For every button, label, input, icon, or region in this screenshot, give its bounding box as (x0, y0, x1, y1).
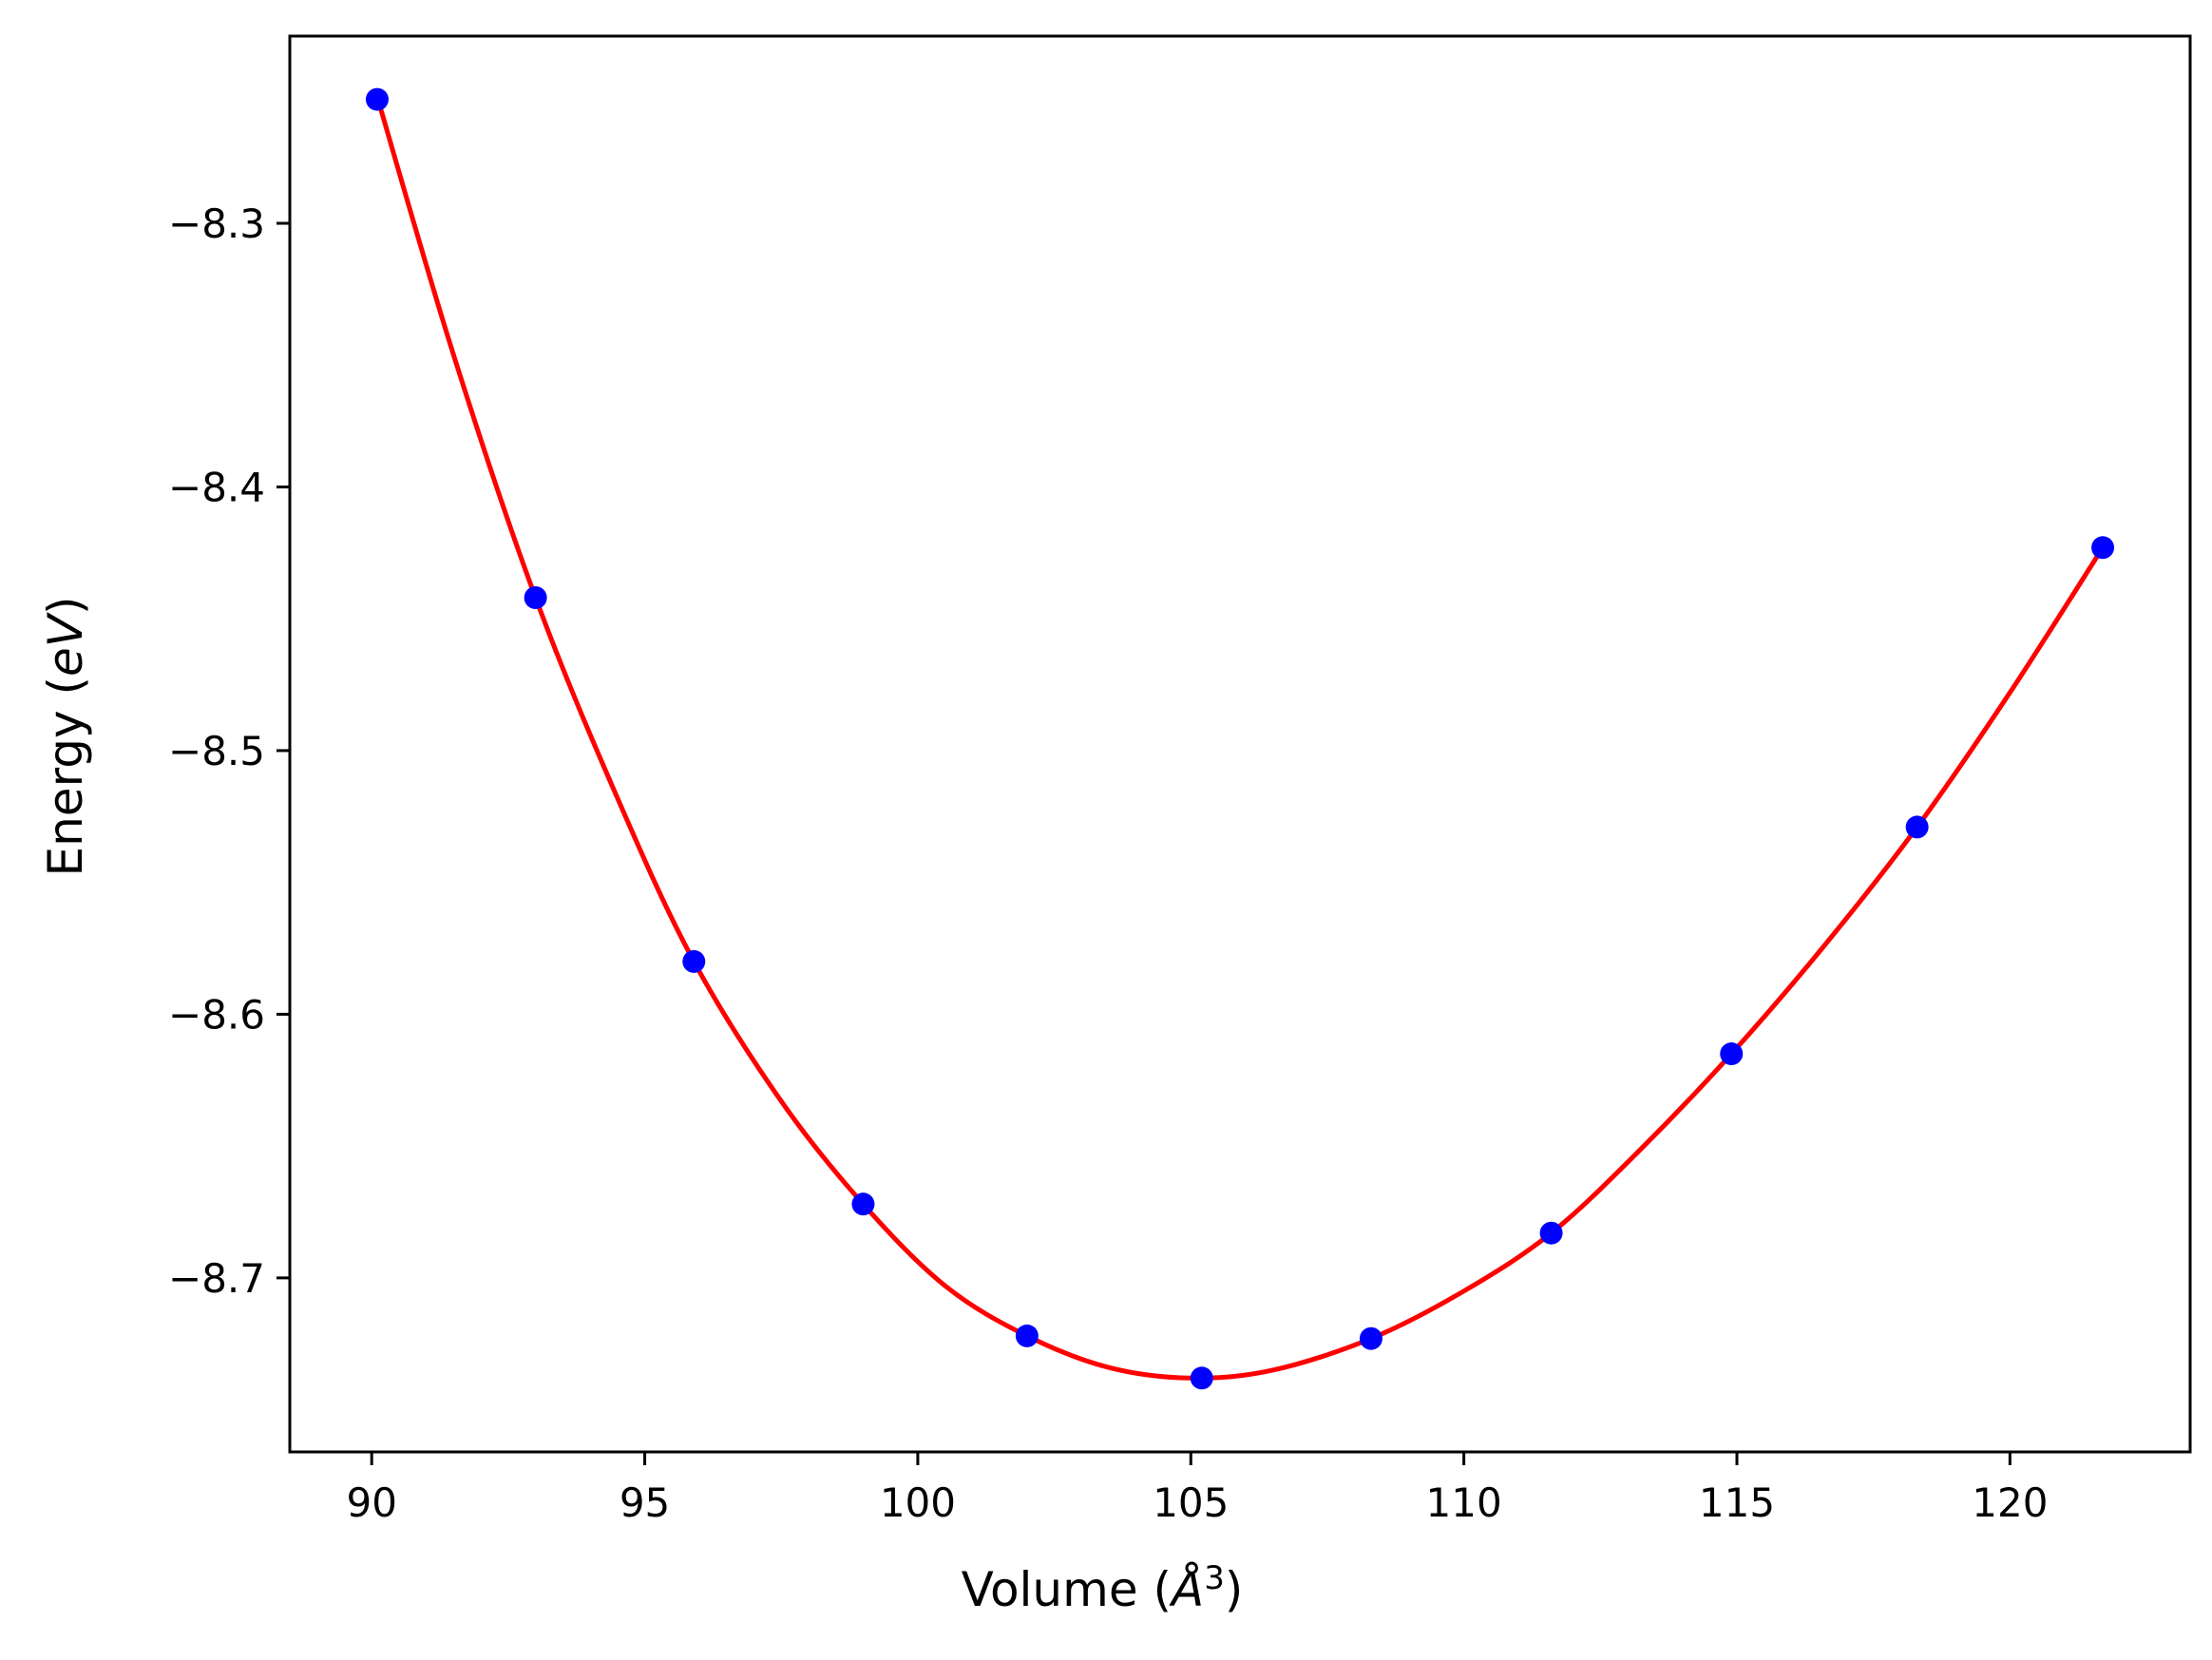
data-point (1190, 1366, 1213, 1390)
x-axis-label: Volume (Å3) (962, 1559, 1244, 1617)
data-point (1539, 1221, 1563, 1245)
x-tick-label: 120 (1972, 1479, 2048, 1526)
data-point (1720, 1042, 1744, 1066)
data-point (1905, 815, 1929, 839)
data-point (1359, 1326, 1382, 1350)
data-point (851, 1193, 875, 1216)
data-point (365, 87, 389, 111)
data-point (524, 586, 547, 610)
y-tick-label: −8.3 (168, 200, 265, 247)
x-tick-label: 115 (1699, 1479, 1775, 1526)
x-axis: 90 95 100 105 110 115 120 (346, 1452, 2048, 1526)
x-tick-label: 95 (620, 1479, 670, 1526)
y-tick-label: −8.6 (168, 991, 265, 1038)
y-axis: −8.3 −8.4 −8.5 −8.6 −8.7 (168, 200, 290, 1302)
y-axis-label: Energy (eV) (38, 597, 93, 877)
x-tick-label: 110 (1426, 1479, 1502, 1526)
data-point (682, 949, 706, 973)
y-tick-label: −8.5 (168, 728, 265, 774)
y-tick-label: −8.4 (168, 464, 265, 510)
x-tick-label: 100 (880, 1479, 956, 1526)
fit-curve-line (374, 96, 2106, 1381)
x-tick-label: 90 (346, 1479, 396, 1526)
data-point (2091, 536, 2115, 560)
x-tick-label: 105 (1153, 1479, 1229, 1526)
data-point (1015, 1324, 1039, 1347)
y-tick-label: −8.7 (168, 1255, 265, 1302)
plot-area (365, 87, 2115, 1390)
plot-frame (288, 34, 2192, 1454)
